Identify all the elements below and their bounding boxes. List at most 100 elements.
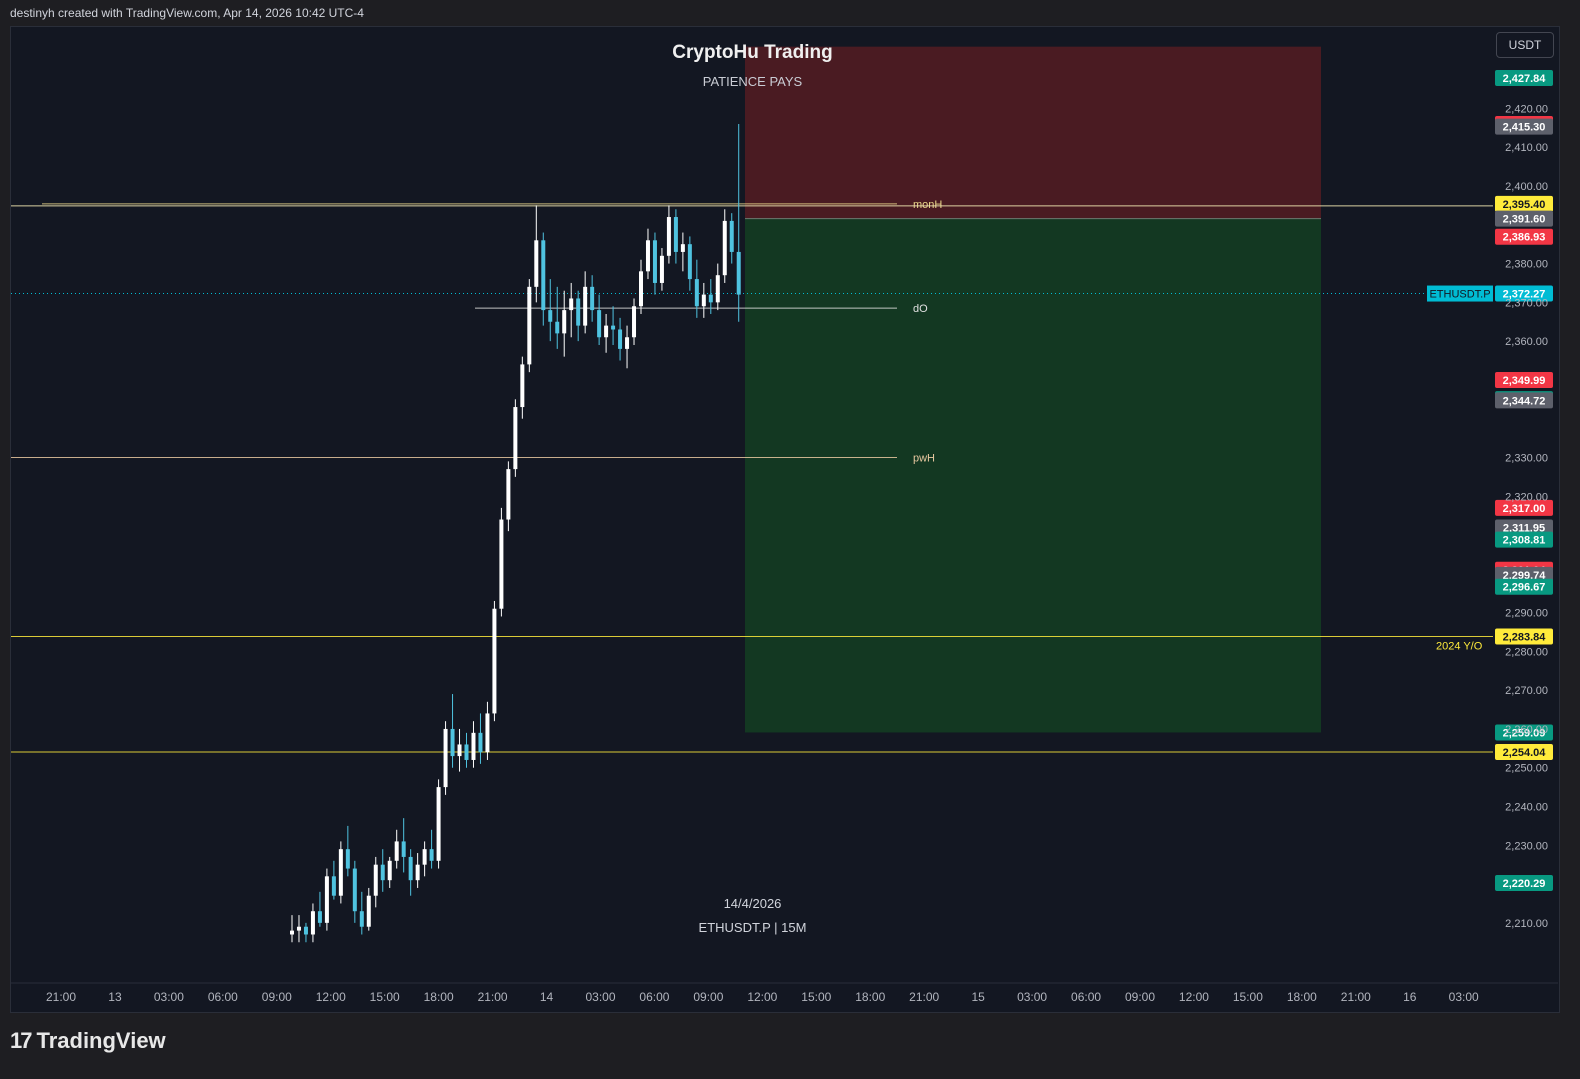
candle-body-41 <box>576 298 581 326</box>
price-label-bg-11 <box>1495 519 1553 536</box>
candle-body-47 <box>618 329 623 349</box>
candle-body-46 <box>611 325 616 330</box>
price-label-16: 2,283.84 <box>1503 631 1547 643</box>
x-tick-17: 15 <box>971 990 985 1004</box>
take-profit-zone <box>745 218 1321 733</box>
y-tick-15: 2,210.00 <box>1505 918 1548 930</box>
x-tick-23: 18:00 <box>1287 990 1317 1004</box>
candle-body-13 <box>380 864 385 881</box>
candle-body-30 <box>499 519 504 609</box>
price-label-7: 2,349.99 <box>1503 375 1546 387</box>
candle-body-44 <box>597 310 602 338</box>
candle-body-3 <box>310 911 315 935</box>
price-label-18: 2,254.04 <box>1503 747 1547 759</box>
x-tick-5: 12:00 <box>316 990 346 1004</box>
y-tick-12: 2,250.00 <box>1505 763 1548 775</box>
candle-body-12 <box>373 864 378 896</box>
candle-body-39 <box>562 310 567 334</box>
chart-title: CryptoHu Trading <box>672 42 833 63</box>
price-label-bg-3 <box>1495 195 1553 212</box>
x-tick-9: 14 <box>540 990 554 1004</box>
price-label-19: 2,220.29 <box>1503 878 1546 890</box>
candle-body-24 <box>457 744 462 757</box>
x-tick-3: 06:00 <box>208 990 238 1004</box>
price-label-bg-7 <box>1495 371 1553 388</box>
candle-body-50 <box>639 271 643 307</box>
candles <box>290 123 741 943</box>
y-tick-3: 2,380.00 <box>1505 259 1548 271</box>
candle-body-20 <box>429 849 434 861</box>
candle-body-34 <box>527 286 532 365</box>
candle-body-54 <box>666 217 671 256</box>
price-label-bg-12 <box>1495 531 1553 548</box>
price-label-bg-19 <box>1495 874 1553 891</box>
x-tick-21: 12:00 <box>1179 990 1209 1004</box>
candle-body-63 <box>729 220 734 252</box>
price-label-17: 2,259.09 <box>1503 727 1546 739</box>
y-tick-13: 2,240.00 <box>1505 802 1548 814</box>
price-label-3: 2,395.40 <box>1503 199 1546 211</box>
x-tick-8: 21:00 <box>478 990 508 1004</box>
level-label-3: 2024 Y/O <box>1436 640 1483 652</box>
candle-body-29 <box>492 608 497 714</box>
level-label-2: pwH <box>913 452 935 464</box>
candle-body-23 <box>450 728 455 757</box>
price-label-bg-4 <box>1495 210 1553 227</box>
x-tick-20: 09:00 <box>1125 990 1155 1004</box>
candle-body-56 <box>680 244 685 252</box>
price-label-bg-10 <box>1495 499 1553 516</box>
x-tick-25: 16 <box>1403 990 1417 1004</box>
x-tick-13: 12:00 <box>747 990 777 1004</box>
stop-loss-zone <box>745 46 1321 219</box>
price-label-bg-17 <box>1495 724 1553 741</box>
candle-body-15 <box>394 841 399 861</box>
candle-body-64 <box>736 251 741 295</box>
price-labels: 2,427.842,416.002,415.302,395.402,391.60… <box>1427 70 1553 891</box>
candle-body-11 <box>366 895 371 927</box>
candle-body-10 <box>359 911 364 927</box>
price-label-bg-5 <box>1495 228 1553 245</box>
x-tick-18: 03:00 <box>1017 990 1047 1004</box>
level-label-0: monH <box>913 199 942 211</box>
price-label-bg-0 <box>1495 70 1553 87</box>
price-label-6: 2,372.27 <box>1503 289 1546 301</box>
candle-body-40 <box>569 298 574 311</box>
candle-body-36 <box>541 240 546 311</box>
y-tick-6: 2,330.00 <box>1505 452 1548 464</box>
candle-body-51 <box>645 240 650 272</box>
chart-symbol-interval: ETHUSDT.P | 15M <box>698 920 807 935</box>
candle-body-7 <box>338 849 343 896</box>
x-tick-24: 21:00 <box>1341 990 1371 1004</box>
x-tick-26: 03:00 <box>1449 990 1479 1004</box>
candle-body-62 <box>722 220 727 276</box>
y-tick-5: 2,360.00 <box>1505 336 1548 348</box>
currency-button[interactable]: USDT <box>1496 32 1554 58</box>
candle-body-38 <box>555 321 560 334</box>
price-label-bg-2 <box>1495 118 1553 135</box>
chart-subtitle: PATIENCE PAYS <box>702 74 803 89</box>
candle-body-18 <box>415 864 420 881</box>
candle-body-31 <box>506 469 511 520</box>
y-tick-10: 2,270.00 <box>1505 685 1548 697</box>
candle-body-14 <box>387 860 392 881</box>
candle-body-37 <box>548 310 553 322</box>
candle-body-1 <box>296 926 301 931</box>
y-tick-7: 2,320.00 <box>1505 491 1548 503</box>
price-label-15: 2,296.67 <box>1503 582 1546 594</box>
candle-body-61 <box>715 275 720 303</box>
y-tick-4: 2,370.00 <box>1505 297 1548 309</box>
candle-body-25 <box>464 744 469 760</box>
candle-body-22 <box>443 728 448 788</box>
price-label-bg-16 <box>1495 628 1553 645</box>
candle-body-27 <box>478 732 483 753</box>
price-label-bg-15 <box>1495 578 1553 595</box>
symbol-tag: ETHUSDT.P <box>1429 289 1490 301</box>
candle-body-49 <box>632 306 637 338</box>
tradingview-logo: 17 TradingView <box>10 1028 166 1054</box>
chart-attribution: destinyh created with TradingView.com, A… <box>10 6 364 20</box>
x-tick-6: 15:00 <box>370 990 400 1004</box>
price-label-bg-9 <box>1495 392 1553 409</box>
candle-body-8 <box>345 849 350 869</box>
candle-body-57 <box>687 244 692 280</box>
